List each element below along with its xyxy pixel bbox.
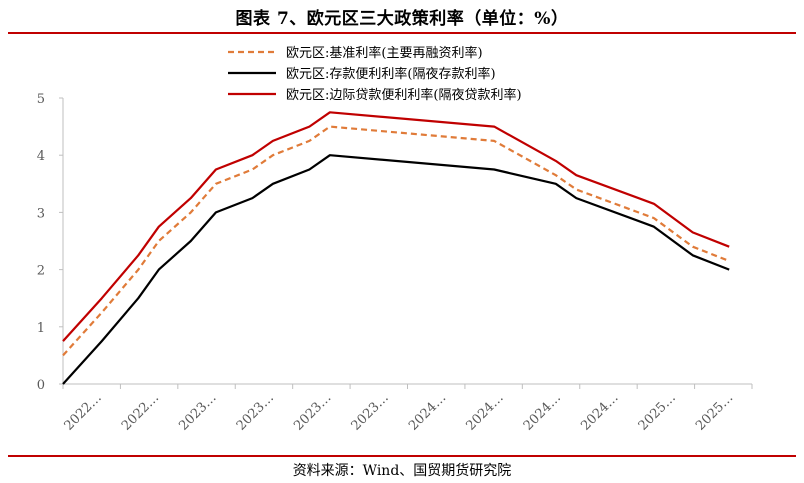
source-note: 资料来源：Wind、国贸期货研究院 xyxy=(292,463,512,479)
series-line-2 xyxy=(62,154,730,385)
x-tick-label: 2024… xyxy=(406,390,449,433)
x-tick-label: 2025… xyxy=(693,390,736,433)
series-group xyxy=(62,111,730,385)
footer-rule xyxy=(8,455,796,457)
legend: 欧元区:基准利率(主要再融资利率) 欧元区:存款便利利率(隔夜存款利率) 欧元区:边… xyxy=(228,45,522,103)
y-tick-label: 0 xyxy=(37,378,45,393)
x-tick-label: 2022… xyxy=(119,390,162,433)
x-tick-label: 2022… xyxy=(62,390,105,433)
x-tick-label: 2023… xyxy=(349,390,392,433)
series-line-3 xyxy=(62,111,730,342)
chart-title: 图表 7、欧元区三大政策利率（单位：%） xyxy=(235,9,569,29)
y-tick-label: 3 xyxy=(37,206,45,221)
x-tick-label: 2024… xyxy=(463,390,506,433)
x-tick-label: 2023… xyxy=(291,390,334,433)
x-tick-label: 2023… xyxy=(234,390,277,433)
x-tick-label: 2025… xyxy=(636,390,679,433)
legend-label-3: 欧元区:边际贷款便利利率(隔夜贷款利率) xyxy=(286,87,522,103)
x-tick-label: 2024… xyxy=(578,390,621,433)
x-tick-label: 2023… xyxy=(176,390,219,433)
y-tick-label: 2 xyxy=(37,264,45,279)
series-line-1 xyxy=(62,125,730,357)
y-tick-label: 5 xyxy=(37,92,45,107)
x-tick-label: 2024… xyxy=(521,390,564,433)
legend-label-2: 欧元区:存款便利利率(隔夜存款利率) xyxy=(286,66,496,82)
header-rule xyxy=(8,32,796,34)
y-tick-label: 1 xyxy=(37,321,45,336)
y-tick-label: 4 xyxy=(37,149,45,164)
legend-label-1: 欧元区:基准利率(主要再融资利率) xyxy=(286,45,483,61)
